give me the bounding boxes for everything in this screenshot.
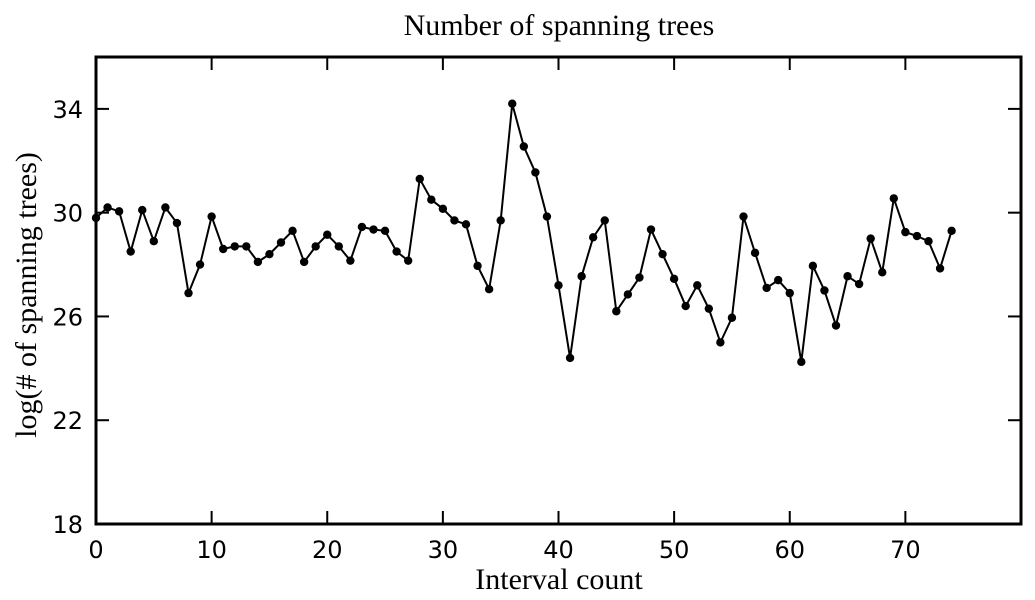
data-point xyxy=(739,212,748,221)
data-point xyxy=(161,203,170,212)
x-tick-label: 20 xyxy=(312,536,343,564)
data-point xyxy=(727,313,737,322)
data-point xyxy=(843,272,852,281)
series xyxy=(91,99,956,367)
data-point xyxy=(554,281,563,290)
data-point xyxy=(519,142,529,151)
data-point xyxy=(912,231,922,241)
data-point xyxy=(265,249,274,259)
data-point xyxy=(195,260,205,269)
data-point xyxy=(924,237,933,246)
data-point xyxy=(646,225,656,234)
data-point xyxy=(542,212,552,221)
data-point xyxy=(392,247,401,256)
data-point xyxy=(577,272,586,281)
data-point xyxy=(612,307,621,316)
data-point xyxy=(484,285,494,294)
plot-frame xyxy=(94,55,1023,526)
data-point xyxy=(288,226,297,236)
x-tick-label: 50 xyxy=(659,536,690,564)
x-tick-label: 0 xyxy=(88,536,103,564)
data-point xyxy=(808,261,818,271)
data-point xyxy=(242,242,251,251)
tick-labels: 0 10 20 30 40 50 60 70 18 22 26 30 34 xyxy=(52,96,920,564)
y-axis-label: log(# of spanning trees) xyxy=(10,152,43,438)
x-tick-label: 10 xyxy=(196,536,227,564)
y-tick-label: 30 xyxy=(52,200,83,228)
data-point xyxy=(901,227,910,237)
data-point xyxy=(693,281,702,290)
data-point xyxy=(103,203,112,212)
data-point xyxy=(658,249,667,259)
data-point xyxy=(750,248,760,258)
data-point xyxy=(450,216,459,225)
y-tick-label: 22 xyxy=(52,407,83,435)
data-point xyxy=(346,256,355,265)
data-point xyxy=(820,286,829,295)
data-point xyxy=(762,283,771,293)
data-point xyxy=(253,257,263,267)
data-point xyxy=(149,237,159,246)
y-tick-label: 34 xyxy=(52,96,83,124)
data-point xyxy=(438,204,448,213)
data-point xyxy=(866,234,875,243)
data-point xyxy=(323,230,332,239)
data-point xyxy=(114,207,124,216)
data-point xyxy=(415,174,424,184)
data-point xyxy=(230,242,239,251)
x-tick-label: 30 xyxy=(428,536,459,564)
data-point xyxy=(218,244,228,254)
data-point xyxy=(635,273,644,282)
data-point xyxy=(878,268,887,277)
data-point xyxy=(854,279,864,289)
x-axis-label: Interval count xyxy=(475,563,643,596)
data-point xyxy=(403,256,413,265)
data-point xyxy=(461,220,471,229)
data-point xyxy=(588,233,598,242)
data-point xyxy=(785,288,794,298)
data-point xyxy=(126,247,135,256)
data-point xyxy=(623,290,633,299)
data-point xyxy=(704,304,714,313)
data-point xyxy=(496,216,505,225)
y-tick-label: 18 xyxy=(52,511,83,539)
data-point xyxy=(947,226,956,236)
data-point xyxy=(508,99,517,108)
data-point xyxy=(565,353,575,363)
x-tick-label: 40 xyxy=(543,536,574,564)
data-point xyxy=(681,301,690,311)
data-point xyxy=(276,238,286,247)
data-point xyxy=(299,257,309,267)
data-point xyxy=(184,288,193,298)
data-point xyxy=(172,218,182,228)
data-point xyxy=(207,212,216,221)
data-point xyxy=(311,242,320,251)
x-tick-label: 60 xyxy=(774,536,805,564)
data-point xyxy=(600,216,609,225)
data-point xyxy=(357,222,367,232)
data-point xyxy=(935,264,945,273)
x-tick-label: 70 xyxy=(890,536,921,564)
data-point xyxy=(773,275,783,285)
data-point xyxy=(531,168,540,177)
data-point xyxy=(427,195,436,204)
data-point xyxy=(334,242,344,251)
data-point xyxy=(889,194,899,203)
data-point xyxy=(138,205,147,215)
data-point xyxy=(380,226,390,236)
data-point xyxy=(716,338,725,347)
y-tick-label: 26 xyxy=(52,303,83,331)
data-point xyxy=(831,321,841,330)
data-point xyxy=(797,357,806,367)
data-point xyxy=(669,274,679,284)
data-point xyxy=(369,225,378,234)
chart-title: Number of spanning trees xyxy=(404,9,715,42)
data-point xyxy=(473,261,482,271)
